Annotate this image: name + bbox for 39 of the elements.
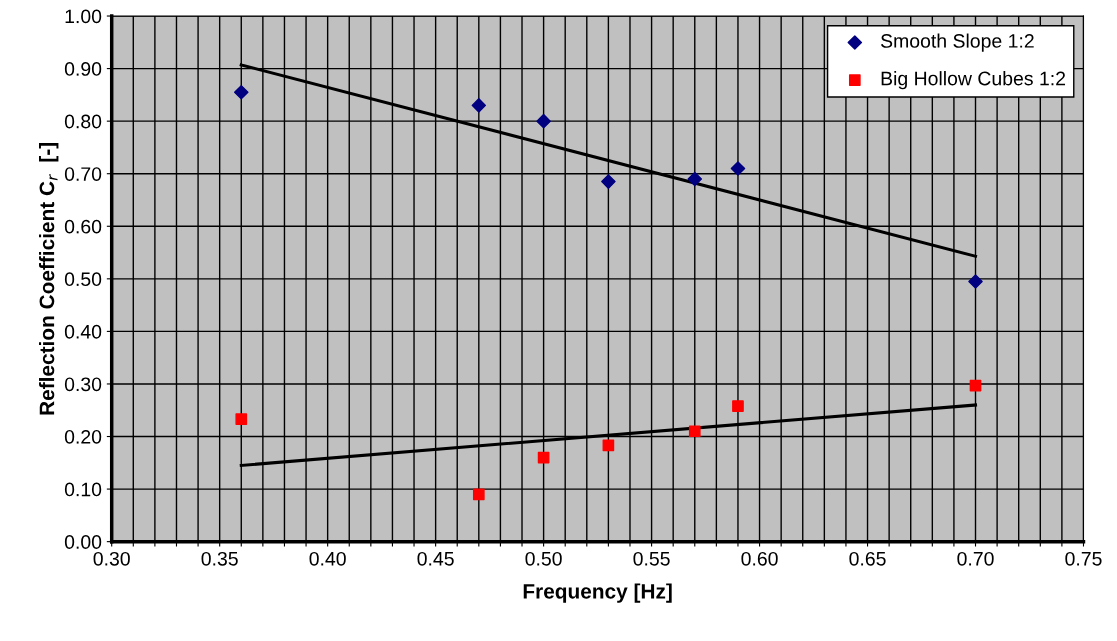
y-tick-label: 0.10 <box>64 482 102 497</box>
y-axis-title: Reflection Coefficient C$_{r}$ [-] <box>39 142 59 415</box>
y-tick-label: 1.00 <box>65 9 102 24</box>
x-tick-label: 0.35 <box>201 551 238 566</box>
x-tick-label: 0.50 <box>525 551 562 566</box>
point <box>969 379 982 392</box>
y-tick-label: 0.40 <box>64 324 102 339</box>
y-tick-label: 0.60 <box>64 219 102 234</box>
legend-label: Big Hollow Cubes 1:2 <box>881 71 1066 90</box>
y-tick-label: 0.70 <box>64 167 102 181</box>
y-tick-label: 0.90 <box>64 62 102 76</box>
x-axis-title: Frequency [Hz] <box>523 583 672 603</box>
point <box>687 171 703 187</box>
x-tick-label: 0.75 <box>1065 551 1102 566</box>
y-tick-label: 0.00 <box>64 535 102 549</box>
x-tick-label: 0.40 <box>309 551 346 566</box>
point <box>472 488 485 501</box>
y-tick-label: 0.80 <box>64 114 102 129</box>
point <box>233 84 249 100</box>
point <box>688 425 701 438</box>
y-tick-label: 0.20 <box>64 429 102 444</box>
y-tick-label: 0.30 <box>64 377 102 392</box>
x-tick-label: 0.70 <box>957 551 994 566</box>
x-tick-label: 0.55 <box>633 551 670 566</box>
x-tick-label: 0.65 <box>849 551 886 566</box>
point <box>537 451 550 464</box>
point <box>732 400 744 412</box>
point <box>968 274 983 289</box>
point <box>471 98 487 113</box>
legend-label: Smooth Slope 1:2 <box>880 33 1034 52</box>
y-tick-label: 0.50 <box>64 272 102 287</box>
point <box>602 439 615 452</box>
point <box>235 413 248 426</box>
point <box>536 113 551 129</box>
x-tick-label: 0.60 <box>741 551 778 566</box>
point <box>601 174 616 189</box>
point <box>730 161 746 176</box>
x-tick-label: 0.30 <box>93 551 130 566</box>
x-tick-label: 0.45 <box>417 551 454 566</box>
